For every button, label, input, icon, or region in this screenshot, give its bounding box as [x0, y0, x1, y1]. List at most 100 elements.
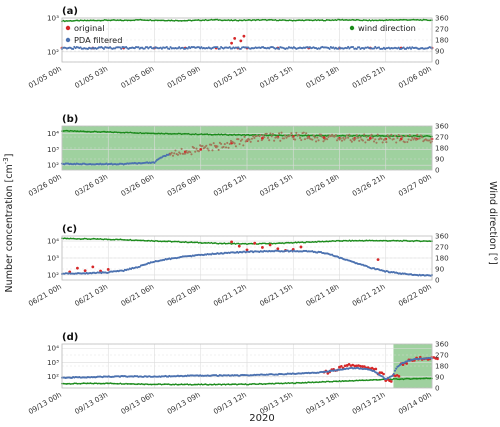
original-point — [390, 380, 393, 383]
wind-point — [277, 19, 280, 22]
wind-point — [130, 19, 133, 22]
wind-point — [334, 240, 337, 243]
original-point — [370, 366, 374, 370]
wind-point — [384, 19, 386, 22]
wind-point — [211, 19, 214, 21]
original-point — [239, 39, 243, 43]
wind-point — [71, 237, 73, 240]
wind-point — [83, 237, 86, 240]
filtered-point — [407, 138, 410, 141]
y2-tick-label: 180 — [435, 36, 449, 45]
wind-point — [274, 18, 277, 21]
filtered-point — [228, 46, 231, 49]
wind-point — [303, 241, 305, 244]
filtered-point — [392, 372, 395, 375]
wind-point — [378, 378, 381, 381]
wind-point — [352, 239, 355, 242]
wind-point — [254, 383, 257, 385]
wind-point — [327, 19, 330, 21]
filtered-point — [195, 147, 198, 150]
wind-point — [216, 133, 219, 136]
wind-point — [197, 241, 200, 244]
wind-point — [261, 383, 264, 386]
wind-point — [230, 383, 233, 386]
wind-point — [109, 382, 112, 385]
filtered-point — [79, 46, 82, 49]
wind-point — [233, 242, 236, 245]
wind-point — [240, 134, 243, 137]
wind-point — [115, 238, 117, 241]
wind-point — [118, 238, 120, 241]
wind-point — [137, 132, 140, 135]
wind-point — [375, 378, 378, 381]
wind-point — [155, 19, 157, 22]
wind-point — [157, 383, 160, 385]
filtered-point — [370, 133, 373, 136]
wind-point — [226, 19, 228, 22]
wind-point — [421, 377, 423, 380]
filtered-point — [372, 140, 376, 143]
wind-point — [81, 382, 83, 385]
wind-point — [284, 19, 287, 22]
wind-point — [182, 133, 184, 135]
wind-point — [389, 19, 392, 21]
wind-point — [120, 383, 123, 385]
wind-point — [317, 134, 320, 137]
filtered-point — [403, 141, 406, 144]
wind-point — [425, 134, 428, 137]
wind-point — [247, 383, 250, 386]
wind-point — [238, 133, 241, 136]
wind-point — [187, 241, 190, 244]
filtered-point — [358, 46, 361, 49]
wind-point — [248, 383, 251, 386]
wind-point — [177, 383, 180, 386]
wind-point — [132, 239, 135, 242]
wind-point — [237, 133, 240, 136]
filtered-point — [393, 369, 397, 372]
wind-point — [156, 19, 159, 22]
wind-point — [303, 134, 305, 137]
wind-point — [295, 241, 298, 244]
wind-point — [120, 19, 123, 22]
wind-point — [92, 237, 95, 240]
wind-point — [379, 378, 382, 381]
wind-point — [69, 237, 72, 240]
wind-point — [127, 19, 130, 22]
filtered-point — [224, 146, 228, 149]
wind-point — [273, 383, 275, 385]
filtered-point — [409, 139, 413, 142]
filtered-point — [201, 144, 204, 148]
wind-point — [340, 19, 342, 21]
wind-point — [369, 379, 372, 381]
wind-point — [348, 19, 351, 21]
wind-point — [220, 133, 223, 136]
wind-point — [304, 19, 307, 21]
wind-point — [271, 382, 274, 385]
wind-point — [327, 134, 330, 137]
wind-point — [169, 19, 172, 22]
original-point — [237, 244, 241, 248]
wind-point — [172, 132, 174, 135]
wind-point — [130, 131, 133, 134]
wind-point — [382, 135, 385, 137]
filtered-point — [342, 136, 345, 140]
wind-point — [414, 240, 416, 242]
wind-point — [109, 238, 112, 241]
wind-point — [72, 382, 75, 385]
wind-point — [210, 383, 213, 386]
wind-point — [190, 241, 193, 243]
filtered-point — [194, 150, 197, 153]
wind-point — [268, 18, 271, 21]
wind-point — [290, 382, 293, 384]
original-point — [199, 147, 203, 151]
wind-point — [347, 240, 349, 242]
wind-point — [142, 239, 145, 242]
wind-point — [414, 19, 416, 21]
wind-point — [167, 133, 170, 135]
filtered-point — [344, 136, 347, 140]
wind-point — [280, 134, 283, 137]
wind-point — [285, 241, 288, 244]
wind-point — [315, 19, 318, 22]
wind-point — [226, 134, 228, 136]
wind-point — [238, 243, 241, 245]
